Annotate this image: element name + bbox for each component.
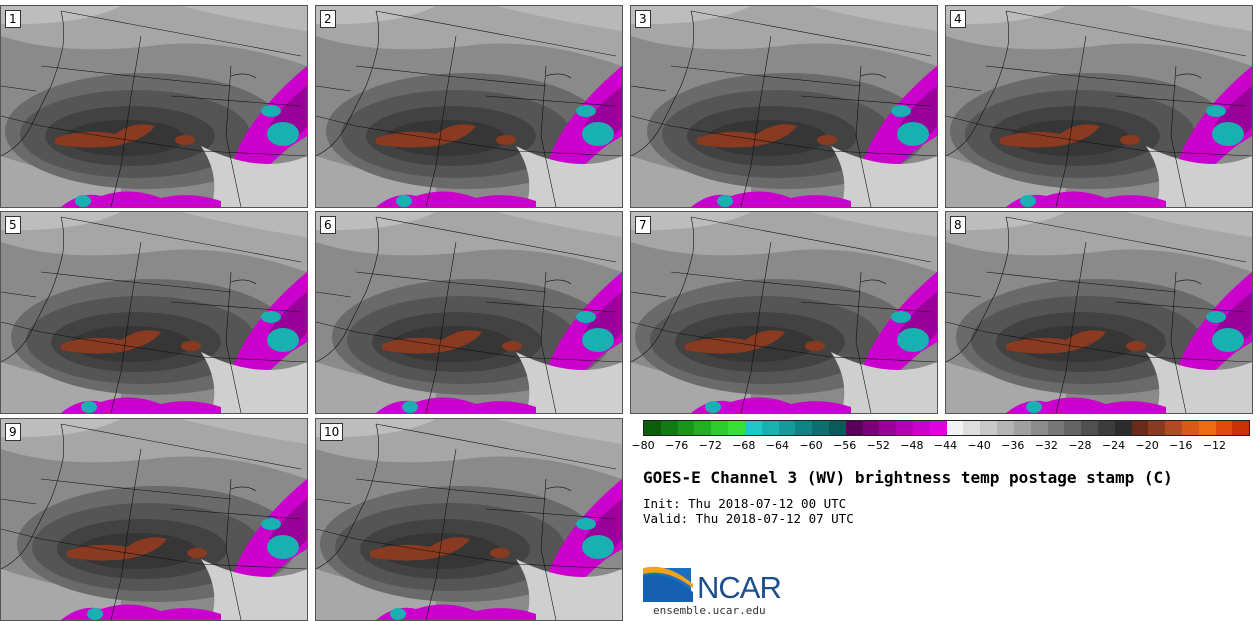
ncar-swoosh-icon bbox=[643, 566, 693, 602]
colorbar-tick-label: −28 bbox=[1068, 439, 1092, 452]
colorbar-tick-label: −68 bbox=[732, 439, 756, 452]
postage-stamp-panel: 3 bbox=[630, 5, 938, 208]
postage-stamp-panel: 4 bbox=[945, 5, 1253, 208]
wv-map bbox=[1, 212, 307, 413]
colorbar-swatch bbox=[1114, 421, 1132, 435]
colorbar-swatch bbox=[828, 421, 846, 435]
colorbar-tick-label: −64 bbox=[765, 439, 790, 452]
colorbar-swatch bbox=[1047, 421, 1065, 435]
wv-map bbox=[631, 212, 937, 413]
colorbar-swatch bbox=[946, 421, 964, 435]
colorbar-tick-label: −24 bbox=[1101, 439, 1126, 452]
colorbar-tick-label: −40 bbox=[967, 439, 991, 452]
wv-map bbox=[946, 212, 1252, 413]
colorbar-swatch bbox=[997, 421, 1014, 435]
wv-map bbox=[316, 6, 622, 207]
colorbar-swatch bbox=[1013, 421, 1031, 435]
colorbar-swatch bbox=[812, 421, 829, 435]
colorbar-swatch bbox=[845, 421, 863, 435]
ncar-wordmark: NCAR bbox=[697, 570, 782, 605]
logo-url: ensemble.ucar.edu bbox=[653, 604, 766, 617]
colorbar-swatch bbox=[677, 421, 695, 435]
valid-time: Valid: Thu 2018-07-12 07 UTC bbox=[643, 511, 854, 526]
colorbar-swatch bbox=[1215, 421, 1233, 435]
colorbar-tick-label: −52 bbox=[866, 439, 890, 452]
colorbar-tick-label: −76 bbox=[665, 439, 689, 452]
colorbar-swatch bbox=[761, 421, 779, 435]
postage-stamp-panel: 8 bbox=[945, 211, 1253, 414]
colorbar-swatch bbox=[963, 421, 981, 435]
colorbar-swatch bbox=[744, 421, 762, 435]
colorbar-swatch bbox=[1081, 421, 1098, 435]
colorbar-swatch bbox=[1198, 421, 1216, 435]
wv-map bbox=[1, 6, 307, 207]
postage-stamp-panel: 10 bbox=[315, 418, 623, 621]
wv-map bbox=[631, 6, 937, 207]
panel-member-label: 10 bbox=[320, 423, 344, 441]
colorbar-swatch bbox=[660, 421, 678, 435]
panel-member-label: 5 bbox=[5, 216, 21, 234]
colorbar-swatch bbox=[1182, 421, 1199, 435]
colorbar-swatch bbox=[929, 421, 947, 435]
panel-member-label: 2 bbox=[320, 10, 336, 28]
panel-member-label: 4 bbox=[950, 10, 966, 28]
colorbar-swatch bbox=[1064, 421, 1082, 435]
wv-map bbox=[316, 419, 622, 620]
postage-stamp-panel: 1 bbox=[0, 5, 308, 208]
figure-title: GOES-E Channel 3 (WV) brightness temp po… bbox=[643, 468, 1173, 487]
colorbar-tick-label: −12 bbox=[1202, 439, 1226, 452]
colorbar-swatch bbox=[795, 421, 813, 435]
colorbar-swatch bbox=[1097, 421, 1115, 435]
postage-stamp-panel: 6 bbox=[315, 211, 623, 414]
colorbar-tick-label: −72 bbox=[698, 439, 722, 452]
colorbar-swatch bbox=[644, 421, 661, 435]
colorbar-swatch bbox=[694, 421, 712, 435]
colorbar-swatch bbox=[896, 421, 913, 435]
colorbar-swatch bbox=[980, 421, 998, 435]
panel-member-label: 7 bbox=[635, 216, 651, 234]
postage-stamp-panel: 7 bbox=[630, 211, 938, 414]
colorbar-tick-labels: −80 −76 −72 −68 −64 −60 −56 −52 −48 −44 −40 −36 −32−… bbox=[631, 439, 1248, 453]
colorbar-tick-label: −32 bbox=[1034, 439, 1058, 452]
colorbar-swatch bbox=[711, 421, 729, 435]
colorbar-tick-label: −56 bbox=[833, 439, 857, 452]
panel-member-label: 1 bbox=[5, 10, 21, 28]
colorbar-swatch bbox=[1148, 421, 1166, 435]
postage-stamp-panel: 2 bbox=[315, 5, 623, 208]
colorbar-swatch bbox=[1165, 421, 1182, 435]
colorbar-swatch bbox=[879, 421, 897, 435]
colorbar-swatch bbox=[728, 421, 745, 435]
wv-map bbox=[1, 419, 307, 620]
colorbar-tick-label: −36 bbox=[1001, 439, 1025, 452]
colorbar-swatch bbox=[862, 421, 880, 435]
colorbar-tick-label: −20 bbox=[1135, 439, 1159, 452]
ncar-logo: NCAR bbox=[643, 562, 803, 606]
colorbar-tick-label: −80 bbox=[631, 439, 655, 452]
colorbar-swatch bbox=[1131, 421, 1149, 435]
colorbar-tick-label: −60 bbox=[799, 439, 823, 452]
panel-member-label: 9 bbox=[5, 423, 21, 441]
panel-member-label: 3 bbox=[635, 10, 651, 28]
colorbar-tick-label: −44 bbox=[933, 439, 958, 452]
colorbar bbox=[643, 420, 1250, 436]
wv-map bbox=[316, 212, 622, 413]
colorbar-swatch bbox=[1232, 421, 1250, 435]
init-time: Init: Thu 2018-07-12 00 UTC bbox=[643, 496, 847, 511]
postage-stamp-panel: 5 bbox=[0, 211, 308, 414]
colorbar-swatch bbox=[1030, 421, 1048, 435]
colorbar-tick-label: −16 bbox=[1169, 439, 1193, 452]
panel-member-label: 8 bbox=[950, 216, 966, 234]
colorbar-swatch bbox=[913, 421, 930, 435]
postage-stamp-panel: 9 bbox=[0, 418, 308, 621]
colorbar-tick-label: −48 bbox=[900, 439, 924, 452]
panel-member-label: 6 bbox=[320, 216, 336, 234]
colorbar-swatch bbox=[778, 421, 796, 435]
wv-map bbox=[946, 6, 1252, 207]
